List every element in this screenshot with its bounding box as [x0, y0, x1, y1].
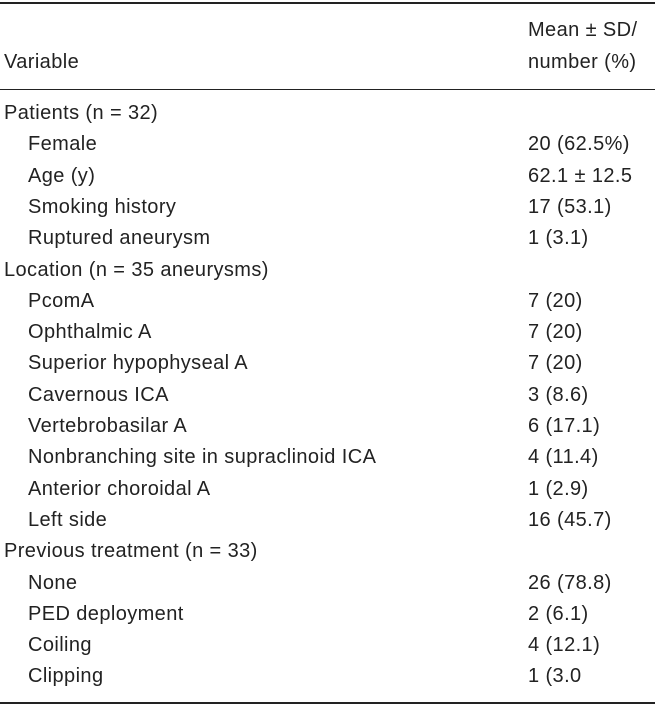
row-label: PcomA — [28, 289, 95, 312]
header-value: number (%) — [528, 51, 637, 73]
row-value: 26 (78.8) — [528, 571, 612, 594]
row-value: 4 (11.4) — [528, 446, 599, 469]
row-value: 62.1 ± 12.5 — [528, 164, 633, 187]
section-label: Location (n = 35 aneurysms) — [4, 258, 269, 281]
row-label: Nonbranching site in supraclinoid ICA — [28, 446, 377, 469]
bottom-rule — [0, 702, 655, 704]
header-variable: Variable — [4, 51, 80, 73]
section-label: Patients (n = 32) — [4, 102, 159, 124]
row-label: PED deployment — [28, 602, 184, 625]
row-label: Vertebrobasilar A — [28, 415, 188, 437]
row-value: 4 (12.1) — [528, 634, 601, 657]
row-label: Anterior choroidal A — [28, 477, 211, 500]
row-label: Ophthalmic A — [28, 321, 152, 344]
row-value: 6 (17.1) — [528, 415, 601, 437]
row-label: Smoking history — [28, 195, 177, 218]
row-label: Age (y) — [28, 164, 96, 187]
row-value: 16 (45.7) — [528, 508, 612, 531]
row-value: 2 (6.1) — [528, 602, 589, 625]
top-rule — [0, 2, 655, 4]
row-label: Coiling — [28, 634, 92, 657]
row-label: Clipping — [28, 665, 104, 688]
header-value: Mean ± SD/ — [528, 19, 638, 41]
section-label: Previous treatment (n = 33) — [4, 540, 258, 563]
header-rule — [0, 89, 655, 90]
row-value: 7 (20) — [528, 321, 583, 344]
row-value: 7 (20) — [528, 352, 583, 375]
row-value: 1 (3.0 — [528, 665, 582, 688]
row-label: Ruptured aneurysm — [28, 227, 211, 250]
row-value: 20 (62.5%) — [528, 133, 630, 156]
row-label: Female — [28, 133, 98, 156]
row-label: Superior hypophyseal A — [28, 352, 249, 375]
row-value: 17 (53.1) — [528, 195, 612, 218]
row-value: 3 (8.6) — [528, 383, 589, 406]
row-value: 7 (20) — [528, 289, 583, 312]
row-label: None — [28, 571, 78, 594]
row-value: 1 (3.1) — [528, 227, 589, 250]
row-value: 1 (2.9) — [528, 477, 589, 500]
row-label: Left side — [28, 508, 108, 531]
row-label: Cavernous ICA — [28, 383, 169, 406]
